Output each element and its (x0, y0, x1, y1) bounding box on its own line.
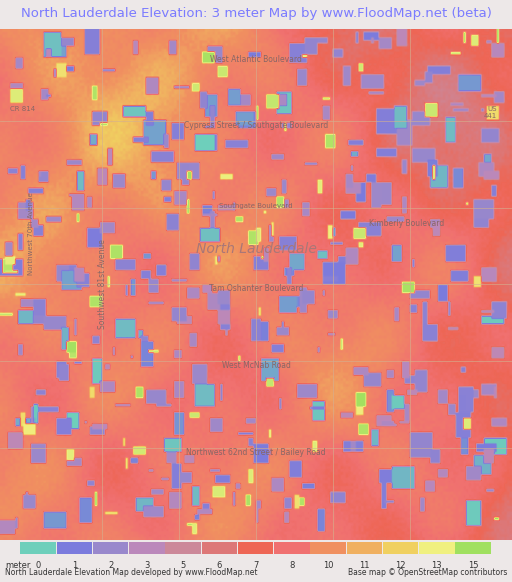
Text: 15: 15 (468, 560, 478, 570)
Bar (274, 542, 310, 554)
Text: West McNab Road: West McNab Road (222, 361, 290, 370)
Bar (20, 542, 56, 554)
Bar (202, 542, 237, 554)
Text: 5: 5 (181, 560, 186, 570)
Text: 11: 11 (359, 560, 370, 570)
Bar (310, 542, 346, 554)
Bar (57, 542, 92, 554)
Text: 0: 0 (36, 560, 41, 570)
Bar (238, 542, 273, 554)
Bar (93, 542, 129, 554)
Bar (347, 542, 382, 554)
Text: Southwest 81st Avenue: Southwest 81st Avenue (98, 239, 107, 329)
Text: 12: 12 (395, 560, 406, 570)
Text: West Atlantic Boulevard: West Atlantic Boulevard (210, 55, 302, 63)
Text: North Lauderdale Elevation: 3 meter Map by www.FloodMap.net (beta): North Lauderdale Elevation: 3 meter Map … (20, 6, 492, 20)
Text: 3: 3 (144, 560, 150, 570)
Text: 7: 7 (253, 560, 259, 570)
Text: Northwest 70th Avenue: Northwest 70th Avenue (28, 192, 34, 275)
Text: 8: 8 (289, 560, 294, 570)
Text: 2: 2 (108, 560, 113, 570)
Bar (129, 542, 165, 554)
Text: 1: 1 (72, 560, 77, 570)
Text: Cypress Street / Southgate Boulevard: Cypress Street / Southgate Boulevard (184, 121, 328, 130)
Bar (165, 542, 201, 554)
Text: North Lauderdale: North Lauderdale (196, 242, 316, 255)
Text: 13: 13 (432, 560, 442, 570)
Text: Southgate Boulevard: Southgate Boulevard (219, 203, 293, 208)
Text: US
441: US 441 (483, 106, 497, 119)
Text: Northwest 62nd Street / Bailey Road: Northwest 62nd Street / Bailey Road (186, 448, 326, 457)
Text: North Lauderdale Elevation Map developed by www.FloodMap.net: North Lauderdale Elevation Map developed… (5, 569, 258, 577)
Text: 10: 10 (323, 560, 333, 570)
Bar (455, 542, 491, 554)
Text: Base map © OpenStreetMap contributors: Base map © OpenStreetMap contributors (348, 569, 507, 577)
Bar (419, 542, 455, 554)
Bar (383, 542, 418, 554)
Text: Kimberly Boulevard: Kimberly Boulevard (369, 219, 444, 228)
Text: meter: meter (5, 561, 31, 570)
Text: Tam Oshanter Boulevard: Tam Oshanter Boulevard (209, 285, 303, 293)
Text: CR 814: CR 814 (10, 106, 35, 112)
Text: 6: 6 (217, 560, 222, 570)
